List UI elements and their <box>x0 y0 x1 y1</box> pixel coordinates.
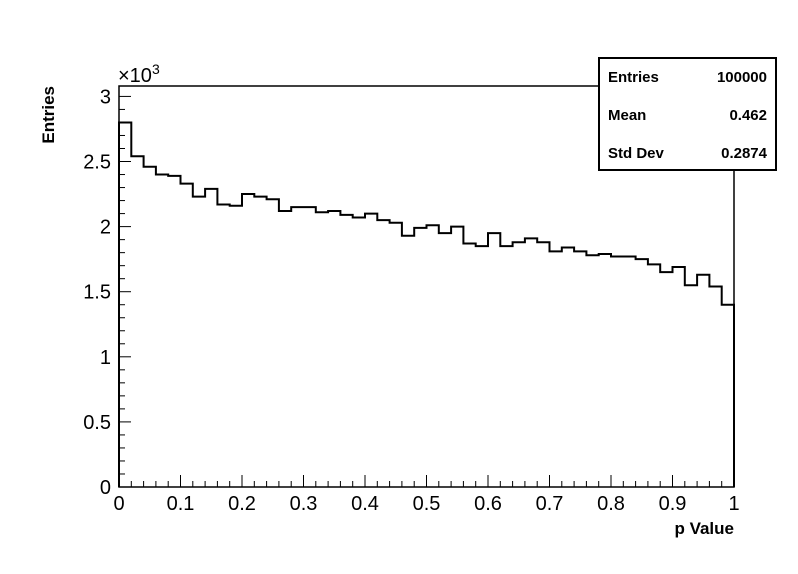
x-tick-label: 0.5 <box>413 493 441 515</box>
histogram-bin <box>377 220 389 487</box>
stats-value: 100000 <box>716 69 767 86</box>
histogram-bin <box>193 197 205 487</box>
y-tick-label: 0 <box>100 477 111 499</box>
histogram-bin <box>291 207 303 487</box>
histogram-bin <box>168 176 180 487</box>
tick-labels: 0 0.1 0.2 0.3 0.4 0.5 0.6 0.7 0.8 0.9 1 0 0.5 1 1.5 2 2.… <box>83 86 739 515</box>
histogram-bins <box>118 121 735 488</box>
stats-row-mean: Mean 0.462 <box>608 107 767 124</box>
x-tick-label: 0.4 <box>351 493 379 515</box>
x-tick-label: 0.9 <box>659 493 687 515</box>
x-tick-label: 0.7 <box>536 493 564 515</box>
y-tick-label: 2 <box>100 217 111 239</box>
histogram-bin <box>181 184 193 487</box>
x-tick-label: 0.8 <box>597 493 625 515</box>
y-tick-label: 0.5 <box>83 412 111 434</box>
x-tick-label: 0 <box>113 493 124 515</box>
histogram-bin <box>427 225 439 487</box>
histogram-bin <box>304 207 316 487</box>
histogram-bin <box>414 228 426 487</box>
histogram-bin <box>131 156 143 487</box>
histogram-bin <box>709 287 721 488</box>
histogram-bin <box>500 246 512 487</box>
histogram-bin <box>623 257 635 487</box>
histogram-bin <box>574 251 586 487</box>
y-axis-label: Entries <box>39 86 58 144</box>
histogram-bin <box>525 238 537 487</box>
histogram-bin <box>488 233 500 487</box>
stats-row-entries: Entries 100000 <box>608 69 767 86</box>
histogram-bin <box>402 236 414 487</box>
histogram-bin <box>476 246 488 487</box>
histogram-bin <box>697 275 709 487</box>
y-tick-label: 3 <box>100 86 111 108</box>
y-tick-label: 1.5 <box>83 282 111 304</box>
stats-label: Entries <box>608 69 659 86</box>
histogram-bin <box>328 211 340 487</box>
stats-value: 0.462 <box>729 107 767 124</box>
histogram-bin <box>513 242 525 487</box>
histogram-bin <box>685 285 697 487</box>
stats-row-std-dev: Std Dev 0.2874 <box>608 145 767 162</box>
histogram-bin <box>279 211 291 487</box>
x-tick-label: 0.2 <box>228 493 256 515</box>
histogram-bin <box>230 206 242 487</box>
histogram-bin <box>562 247 574 487</box>
histogram-bin <box>599 254 611 487</box>
y-tick-label: 2.5 <box>83 152 111 174</box>
y-axis-multiplier: ×103 <box>118 61 160 87</box>
histogram-bin <box>463 244 475 487</box>
histogram-bin <box>353 217 365 487</box>
histogram-bin <box>205 189 217 487</box>
x-tick-label: 1 <box>728 493 739 515</box>
stats-label: Mean <box>608 107 647 124</box>
histogram-bin <box>217 204 229 487</box>
histogram-bin <box>439 233 451 487</box>
histogram-outline <box>118 121 735 487</box>
histogram-bin <box>267 199 279 487</box>
histogram-bin <box>242 194 254 487</box>
x-tick-label: 0.3 <box>290 493 318 515</box>
histogram-bin <box>550 251 562 487</box>
histogram-bin <box>636 259 648 487</box>
y-tick-label: 1 <box>100 347 111 369</box>
histogram-bin <box>144 167 156 487</box>
histogram-bin <box>586 255 598 487</box>
histogram-bin <box>254 197 266 487</box>
histogram-bin <box>390 223 402 487</box>
histogram-bin <box>451 227 463 487</box>
x-tick-label: 0.6 <box>474 493 502 515</box>
histogram-bin <box>365 214 377 487</box>
histogram-bin <box>537 242 549 487</box>
histogram-bin <box>673 267 685 487</box>
histogram-bin <box>156 175 168 487</box>
x-tick-label: 0.1 <box>167 493 195 515</box>
axis-ticks <box>118 95 735 488</box>
histogram-bin <box>722 305 734 487</box>
histogram-bin <box>611 257 623 487</box>
histogram-bin <box>648 264 660 487</box>
stats-value: 0.2874 <box>721 145 767 162</box>
stats-label: Std Dev <box>608 145 664 162</box>
stats-box: Entries 100000 Mean 0.462 Std Dev 0.2874 <box>598 57 777 171</box>
x-axis-label: p Value <box>674 519 734 538</box>
histogram-bin <box>316 212 328 487</box>
histogram-bin <box>340 215 352 487</box>
histogram-bin <box>660 272 672 487</box>
